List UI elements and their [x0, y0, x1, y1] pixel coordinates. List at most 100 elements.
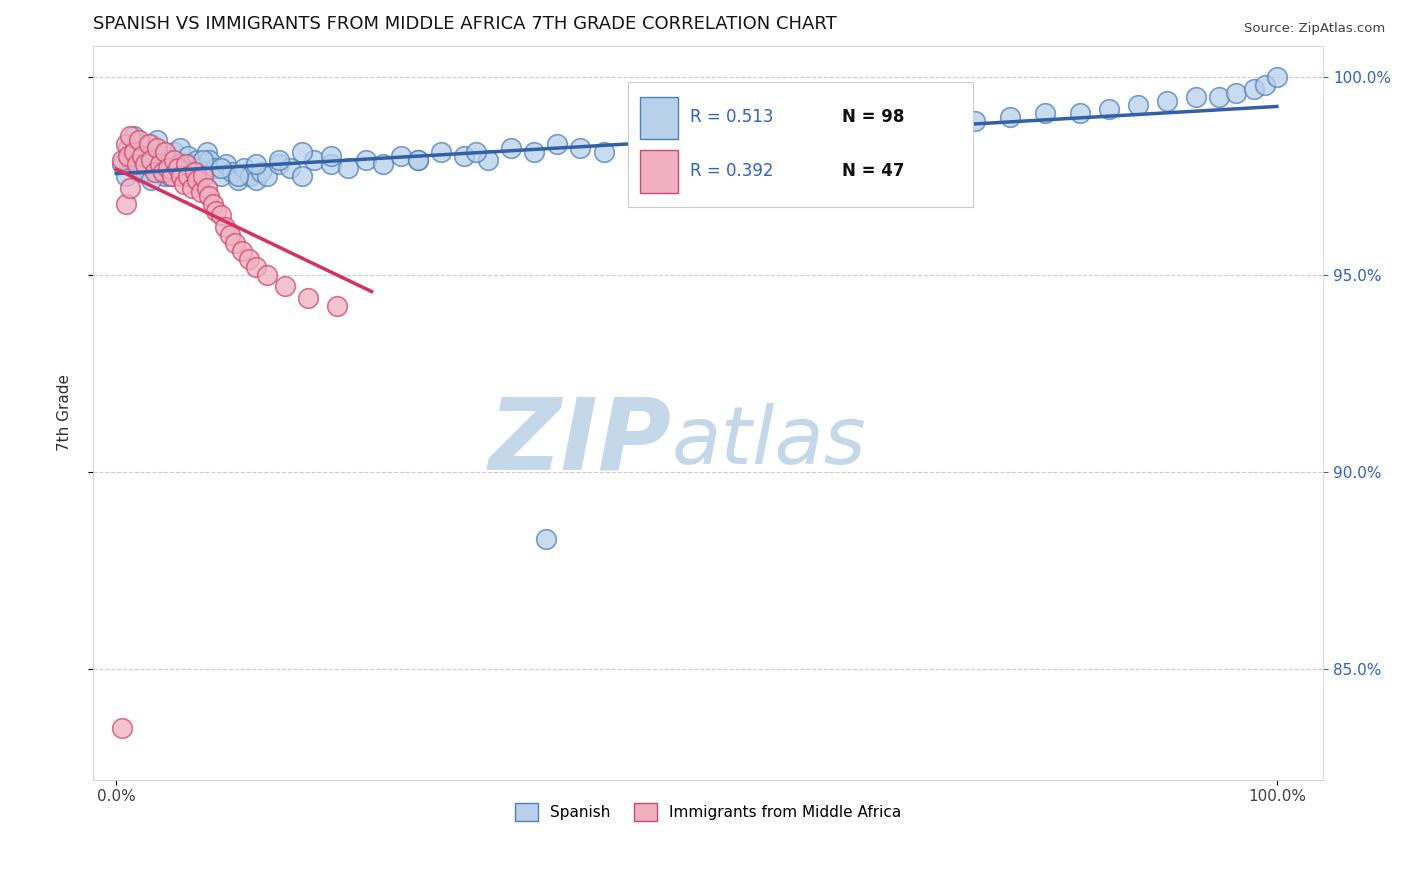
Point	[134, 157, 156, 171]
Point	[354, 153, 377, 167]
Point	[173, 177, 195, 191]
Point	[120, 153, 142, 167]
Point	[201, 196, 224, 211]
Text: ZIP: ZIP	[488, 393, 671, 491]
Point	[193, 153, 215, 167]
Point	[267, 157, 290, 171]
Point	[127, 149, 149, 163]
Point	[430, 145, 453, 160]
Point	[766, 137, 789, 152]
Point	[180, 165, 202, 179]
Point	[1208, 90, 1230, 104]
Point	[177, 169, 200, 183]
Point	[965, 113, 987, 128]
Point	[465, 145, 488, 160]
Point	[114, 137, 136, 152]
Text: SPANISH VS IMMIGRANTS FROM MIDDLE AFRICA 7TH GRADE CORRELATION CHART: SPANISH VS IMMIGRANTS FROM MIDDLE AFRICA…	[93, 15, 837, 33]
Point	[122, 129, 145, 144]
Point	[662, 137, 685, 152]
Point	[111, 157, 134, 171]
Point	[569, 141, 592, 155]
Point	[152, 165, 174, 179]
Point	[138, 137, 160, 152]
Point	[226, 173, 249, 187]
Point	[143, 165, 166, 179]
Point	[131, 161, 153, 175]
Point	[195, 145, 218, 160]
Point	[142, 153, 165, 167]
Point	[190, 185, 212, 199]
Point	[128, 137, 150, 152]
Point	[523, 145, 546, 160]
Point	[117, 149, 139, 163]
Point	[373, 157, 395, 171]
Point	[731, 133, 754, 147]
Point	[166, 161, 188, 175]
Point	[204, 161, 226, 175]
Point	[170, 169, 193, 183]
Point	[273, 279, 295, 293]
Point	[111, 721, 134, 735]
Point	[245, 173, 267, 187]
Point	[209, 161, 232, 175]
Point	[131, 165, 153, 179]
Point	[232, 161, 254, 175]
Point	[1184, 90, 1206, 104]
Point	[1033, 105, 1056, 120]
Point	[697, 129, 720, 144]
Point	[169, 141, 191, 155]
Point	[114, 169, 136, 183]
Point	[205, 204, 228, 219]
Point	[193, 165, 215, 179]
Point	[173, 161, 195, 175]
Point	[859, 121, 882, 136]
Point	[534, 532, 557, 546]
Point	[120, 180, 142, 194]
Point	[134, 145, 156, 160]
Point	[122, 145, 145, 160]
Text: atlas: atlas	[671, 403, 866, 481]
Point	[1225, 86, 1247, 100]
Point	[184, 169, 207, 183]
Point	[238, 252, 260, 266]
Point	[146, 133, 169, 147]
Point	[1126, 98, 1149, 112]
Point	[337, 161, 360, 175]
Point	[180, 180, 202, 194]
Point	[193, 169, 215, 183]
Point	[389, 149, 412, 163]
Point	[114, 196, 136, 211]
Point	[198, 188, 221, 202]
Point	[138, 165, 160, 179]
Point	[406, 153, 429, 167]
Point	[160, 169, 183, 183]
Point	[221, 165, 243, 179]
Point	[245, 260, 267, 274]
Point	[1254, 78, 1277, 92]
Y-axis label: 7th Grade: 7th Grade	[58, 374, 72, 451]
Point	[184, 165, 207, 179]
Legend: Spanish, Immigrants from Middle Africa: Spanish, Immigrants from Middle Africa	[509, 797, 907, 827]
Point	[894, 118, 917, 132]
Point	[195, 180, 218, 194]
Point	[146, 141, 169, 155]
Point	[278, 161, 301, 175]
Point	[1265, 70, 1288, 85]
Point	[160, 165, 183, 179]
Point	[453, 149, 475, 163]
Point	[111, 153, 134, 167]
Point	[250, 165, 273, 179]
Point	[319, 157, 342, 171]
Point	[231, 244, 253, 258]
Point	[214, 220, 236, 235]
Point	[149, 157, 172, 171]
Point	[239, 169, 262, 183]
Point	[188, 161, 211, 175]
Point	[163, 145, 186, 160]
Point	[117, 141, 139, 155]
Point	[499, 141, 522, 155]
Point	[627, 133, 650, 147]
Point	[406, 153, 429, 167]
Point	[1243, 82, 1265, 96]
Point	[128, 133, 150, 147]
